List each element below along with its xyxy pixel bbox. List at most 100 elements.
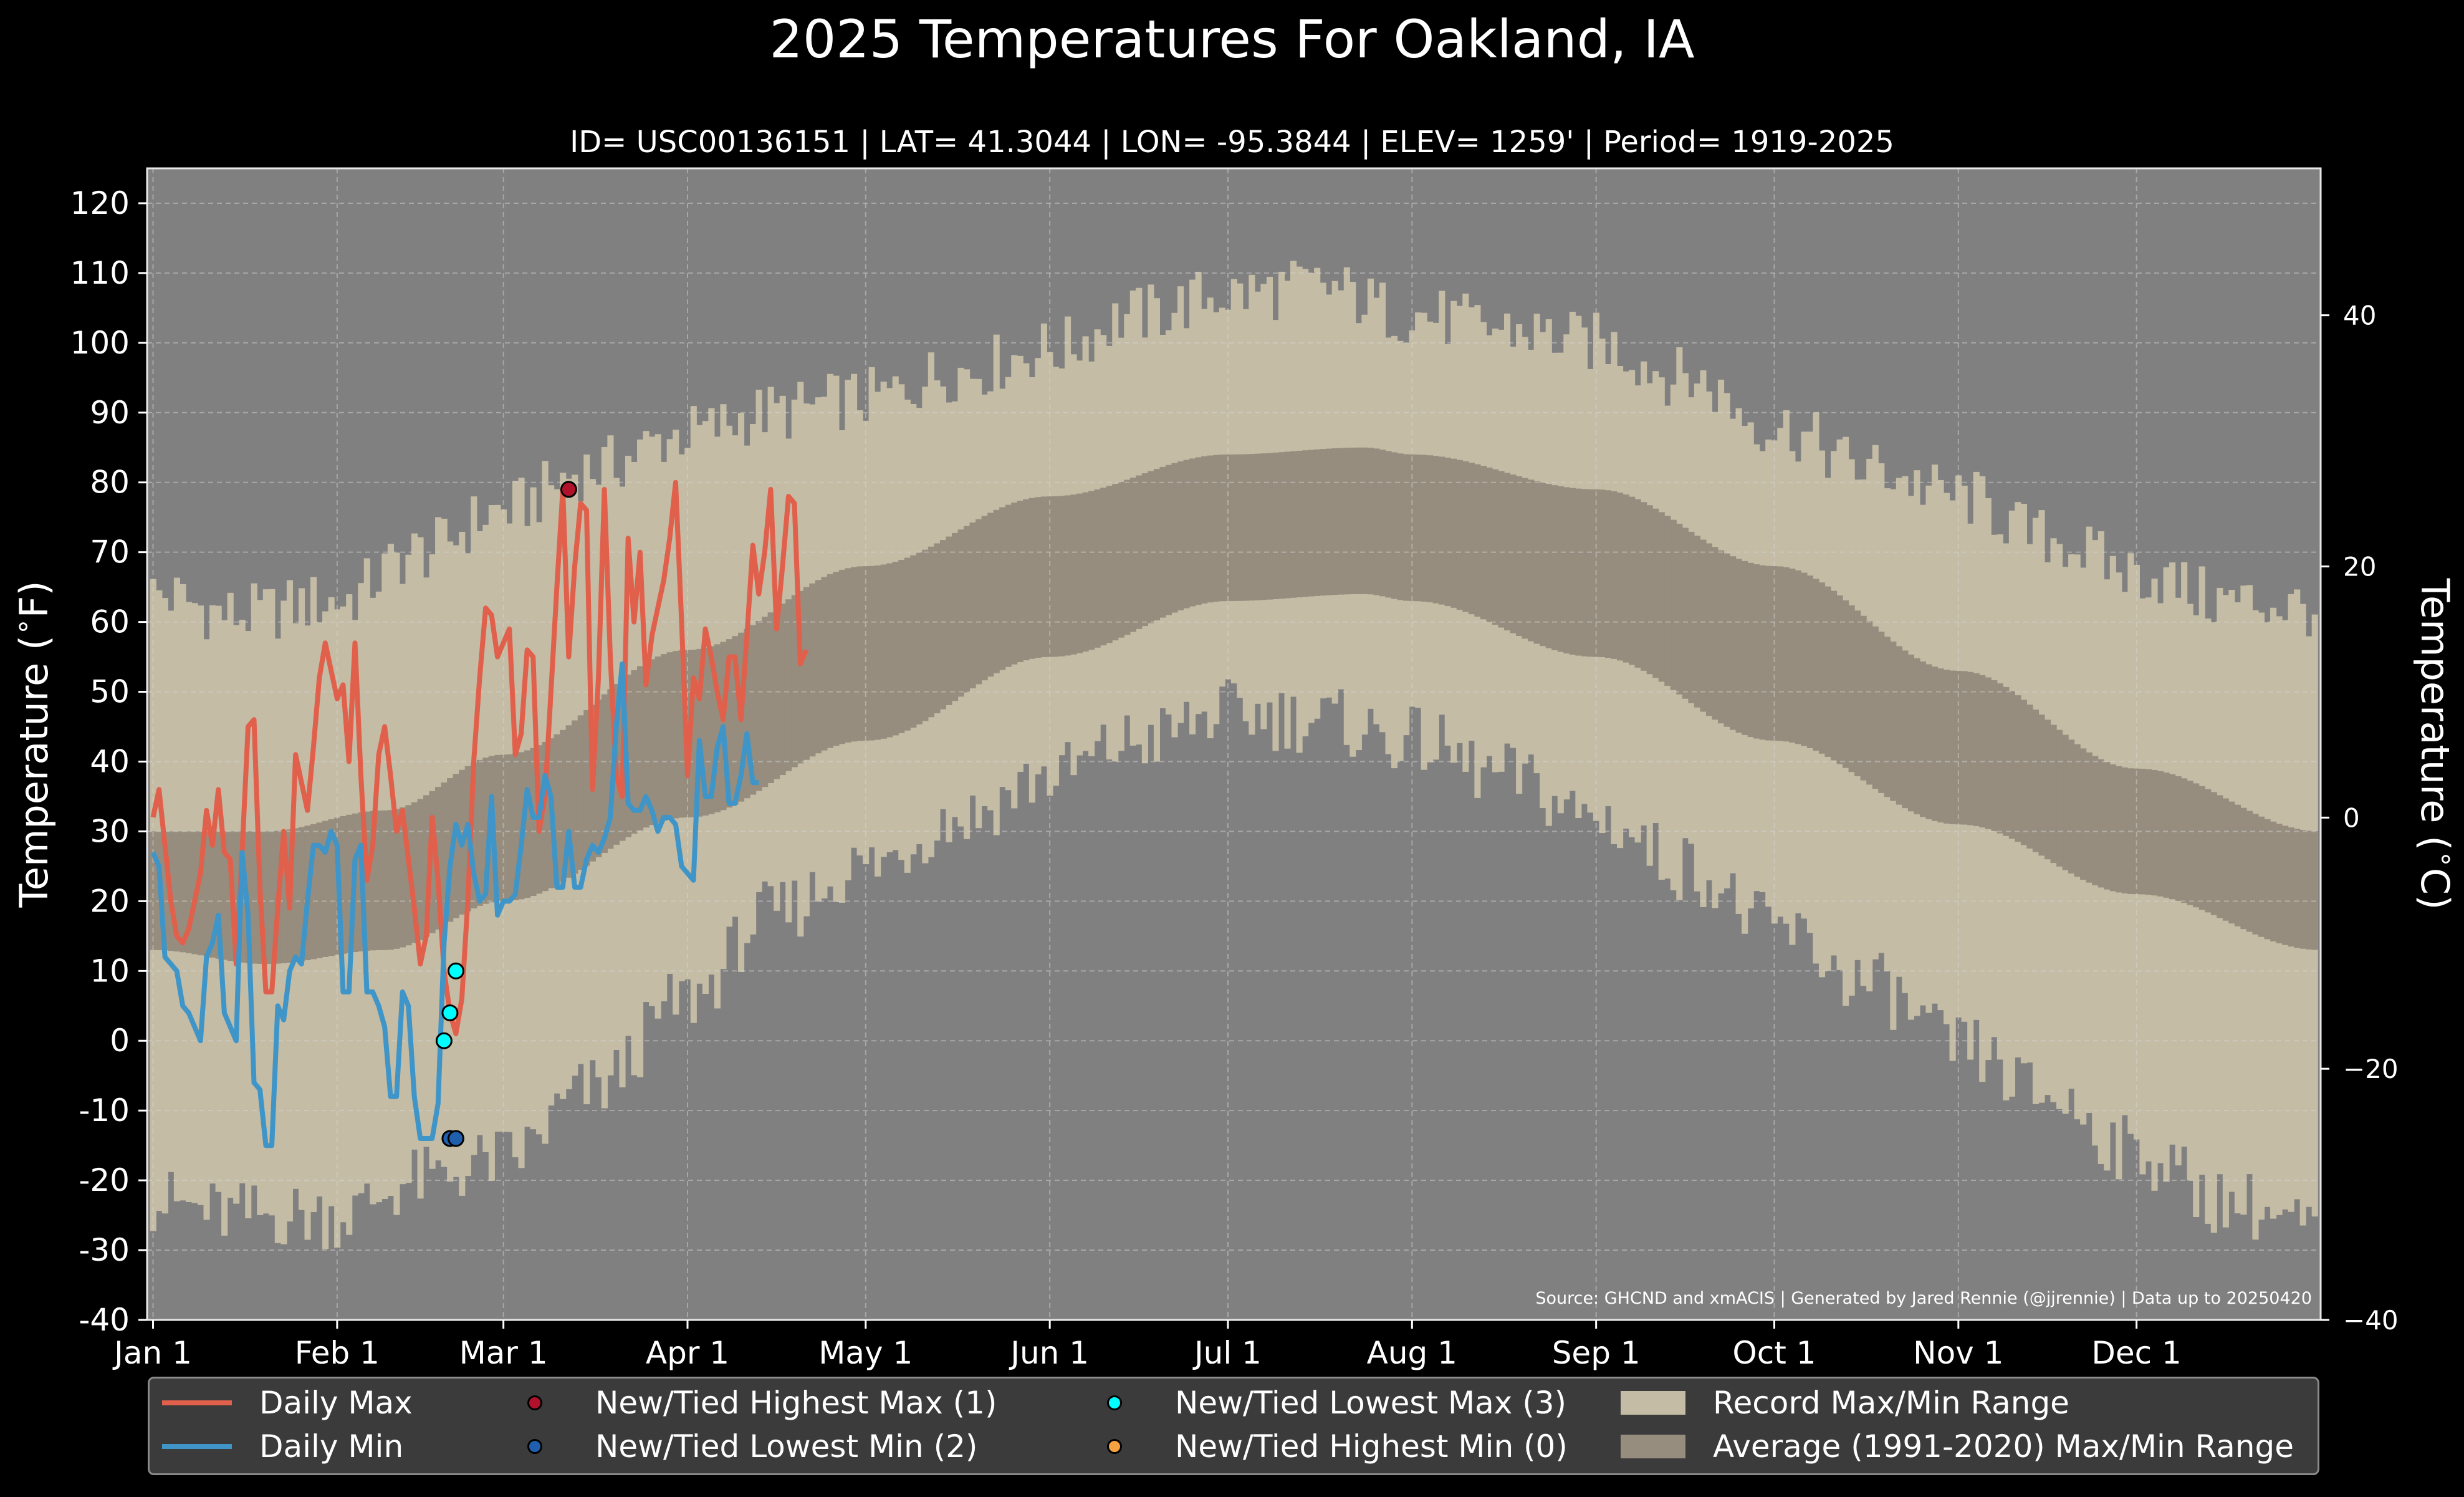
normal-range-bar — [310, 824, 317, 960]
normal-range-bar — [1937, 668, 1944, 823]
normal-range-bar — [2104, 762, 2111, 890]
normal-range-bar — [1379, 450, 1386, 597]
normal-range-bar — [1035, 497, 1042, 658]
legend-swatch — [527, 1439, 542, 1454]
normal-range-bar — [512, 753, 519, 900]
normal-range-bar — [631, 670, 638, 834]
plot-frame — [146, 167, 2322, 1321]
normal-range-bar — [1730, 556, 1737, 730]
normal-range-bar — [880, 564, 887, 739]
normal-range-bar — [637, 666, 644, 830]
normal-range-bar — [1106, 486, 1113, 643]
normal-range-bar — [1723, 553, 1730, 727]
legend-label: New/Tied Lowest Min (2) — [595, 1428, 978, 1465]
legend-item: Daily Max — [162, 1385, 413, 1421]
normal-range-bar — [1742, 561, 1748, 735]
normal-range-bar — [1765, 566, 1772, 741]
normal-range-bar — [1646, 505, 1653, 675]
normal-range-bar — [1266, 453, 1273, 600]
normal-range-bar — [1165, 465, 1172, 615]
chart-title: 2025 Temperatures For Oakland, IA — [769, 9, 1695, 70]
normal-range-bar — [1997, 683, 2003, 834]
chart-legend: Daily Max Daily Min New/Tied Highest Max (… — [148, 1377, 2319, 1475]
normal-range-bar — [506, 754, 513, 902]
normal-range-bar — [1503, 473, 1511, 631]
y-tick-label: -20 — [79, 1162, 130, 1198]
normal-range-bar — [1688, 531, 1695, 703]
normal-range-bar — [815, 580, 822, 754]
normal-range-bar — [1604, 490, 1612, 658]
y-tick-label: 0 — [110, 1023, 130, 1059]
normal-range-bar — [1705, 543, 1713, 716]
normal-range-bar — [203, 831, 210, 956]
normal-range-bar — [1949, 670, 1956, 824]
normal-range-bar — [702, 648, 709, 816]
normal-range-bar — [2050, 724, 2057, 864]
normal-range-bar — [399, 807, 406, 948]
normal-range-bar — [565, 725, 572, 878]
normal-range-bar — [690, 650, 697, 817]
y-right-tick-label: 0 — [2343, 802, 2360, 833]
normal-range-bar — [1385, 451, 1392, 598]
normal-range-bar — [946, 536, 952, 705]
normal-range-bar — [1129, 478, 1136, 632]
legend-swatch — [1107, 1439, 1122, 1454]
normal-range-bar — [417, 799, 424, 940]
normal-range-bar — [1100, 488, 1107, 646]
normal-range-bar — [2151, 769, 2158, 896]
legend-label: New/Tied Highest Min (0) — [1175, 1428, 1568, 1465]
x-tick-label: Mar 1 — [459, 1335, 548, 1371]
normal-range-bar — [1159, 466, 1166, 618]
y-tick-label: -30 — [79, 1232, 130, 1268]
normal-range-bar — [856, 566, 863, 741]
normal-range-bar — [1308, 450, 1315, 597]
y-tick-label: -40 — [79, 1302, 130, 1338]
y-tick-label: 20 — [90, 883, 130, 919]
record-marker — [447, 962, 464, 980]
record-range-bar — [2205, 619, 2212, 1224]
normal-range-bar — [1195, 457, 1202, 605]
normal-range-bar — [2228, 801, 2235, 924]
normal-range-bar — [1338, 448, 1345, 595]
normal-range-bar — [572, 720, 578, 874]
normal-range-bar — [322, 821, 329, 957]
normal-range-bar — [1409, 454, 1416, 602]
normal-range-bar — [1623, 494, 1629, 663]
normal-range-bar — [1991, 680, 1998, 831]
normal-range-bar — [1005, 504, 1012, 667]
normal-range-bar — [654, 656, 661, 823]
normal-range-bar — [2116, 766, 2122, 893]
normal-range-bar — [500, 754, 507, 902]
normal-range-bar — [1047, 496, 1053, 657]
normal-range-bar — [1795, 570, 1801, 744]
normal-range-bar — [1783, 567, 1790, 742]
x-tick-label: May 1 — [818, 1335, 913, 1371]
normal-range-bar — [1141, 473, 1148, 627]
normal-range-bar — [2288, 827, 2294, 947]
normal-range-bar — [2092, 756, 2099, 885]
normal-range-bar — [2109, 764, 2116, 892]
normal-range-bar — [1296, 450, 1303, 598]
normal-range-bar — [2234, 804, 2241, 927]
normal-range-bar — [1658, 512, 1665, 682]
normal-range-bar — [1919, 661, 1927, 817]
normal-range-bar — [2270, 821, 2277, 941]
normal-range-bar — [1017, 501, 1023, 663]
normal-range-bar — [601, 694, 608, 854]
normal-range-bar — [1148, 471, 1154, 623]
normal-range-bar — [2187, 781, 2193, 905]
normal-range-bar — [1320, 449, 1326, 596]
x-tick-label: Apr 1 — [646, 1335, 729, 1371]
normal-range-bar — [1522, 478, 1528, 639]
normal-range-bar — [1824, 586, 1831, 757]
normal-range-bar — [951, 532, 959, 701]
normal-range-bar — [2097, 759, 2104, 888]
x-tick-label: Jul 1 — [1192, 1335, 1262, 1371]
normal-range-bar — [2044, 720, 2051, 860]
normal-range-bar — [1040, 496, 1047, 657]
normal-range-bar — [1700, 539, 1707, 712]
normal-range-bar — [1540, 483, 1546, 647]
normal-range-bar — [381, 810, 388, 950]
record-marker — [447, 1130, 464, 1147]
x-tick-label: Nov 1 — [1913, 1335, 2003, 1371]
